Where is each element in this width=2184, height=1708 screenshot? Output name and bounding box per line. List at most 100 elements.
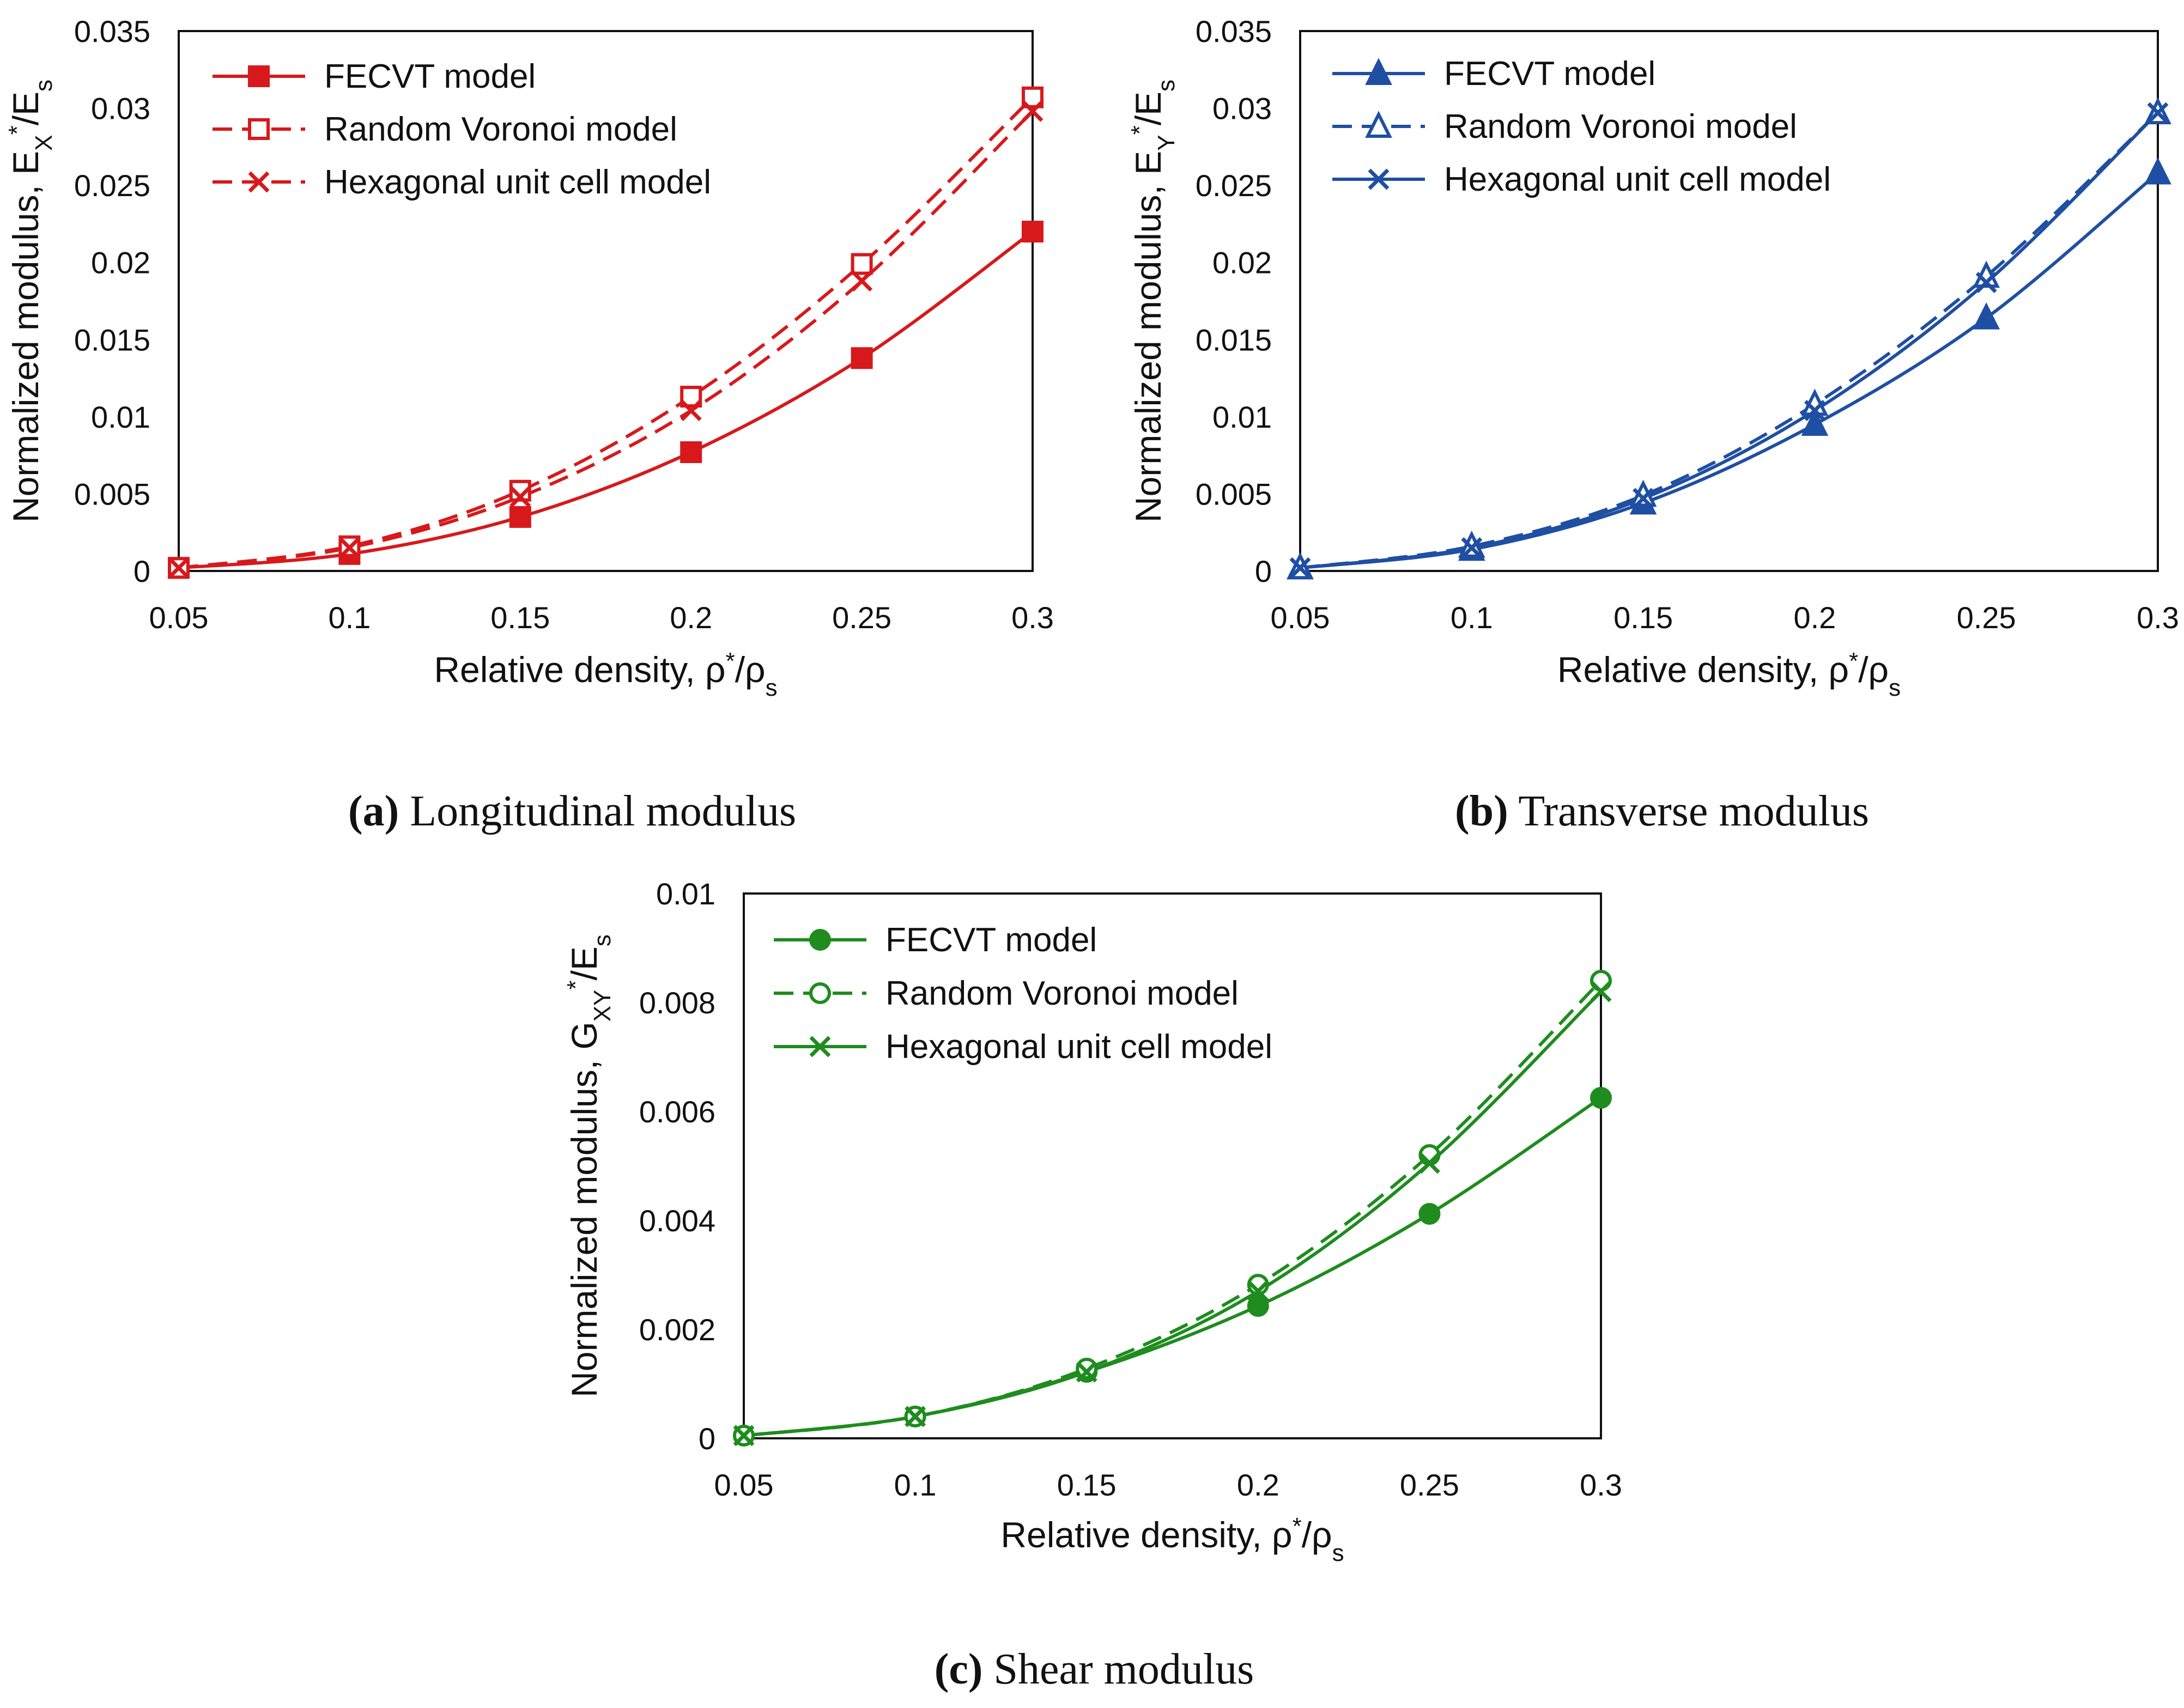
data-point bbox=[2147, 102, 2169, 124]
label-part: Normalized modulus, G bbox=[564, 1022, 604, 1397]
data-point bbox=[1022, 100, 1044, 122]
chart-b: 0.05 0.1 0.15 0.2 0.25 0.3 0 0.005 0.01 0.015 0.02… bbox=[1126, 14, 2179, 835]
legend-marker bbox=[809, 929, 831, 951]
series-line-2 bbox=[1300, 111, 2159, 570]
data-point bbox=[680, 400, 702, 422]
legend-label: Random Voronoi model bbox=[885, 975, 1239, 1012]
x-tick-label: 0.15 bbox=[1057, 1468, 1117, 1502]
y-axis-title: Normalized modulus, EY*/Es bbox=[1126, 80, 1180, 522]
y-tick-label: 0.02 bbox=[91, 246, 150, 280]
y-tick-label: 0.025 bbox=[1196, 168, 1272, 203]
x-tick-label: 0.1 bbox=[328, 600, 371, 635]
legend-marker bbox=[1368, 168, 1390, 190]
label-part: Y bbox=[1153, 135, 1180, 150]
plot-frame bbox=[743, 892, 1602, 1439]
label-part: s bbox=[31, 80, 57, 92]
x-axis-title: Relative density, ρ*/ρs bbox=[1557, 648, 1901, 701]
x-tick-label: 0.3 bbox=[1011, 600, 1054, 635]
y-tick-label: 0.03 bbox=[91, 92, 150, 126]
y-tick-label: 0.005 bbox=[1196, 477, 1272, 511]
legend-marker bbox=[809, 1036, 831, 1057]
label-part: * bbox=[562, 980, 589, 989]
x-tick-label: 0.25 bbox=[1957, 600, 2016, 635]
x-tick-label: 0.2 bbox=[670, 600, 712, 635]
label-part: * bbox=[726, 648, 735, 674]
x-tick-label: 0.05 bbox=[714, 1468, 774, 1502]
data-point bbox=[680, 441, 702, 463]
x-tick-label: 0.05 bbox=[149, 600, 209, 635]
series-markers-1 bbox=[168, 86, 1044, 579]
legend-label: FECVT model bbox=[1444, 55, 1655, 93]
data-point bbox=[1801, 409, 1829, 436]
y-tick-label: 0.01 bbox=[91, 400, 150, 434]
data-point bbox=[1418, 1152, 1440, 1174]
legend-marker bbox=[1365, 58, 1392, 85]
y-tick-label: 0.002 bbox=[639, 1312, 715, 1347]
data-point bbox=[1590, 981, 1612, 1002]
data-point bbox=[1804, 400, 1825, 422]
x-tick-label: 0.2 bbox=[1237, 1468, 1279, 1502]
legend-label: Hexagonal unit cell model bbox=[885, 1028, 1272, 1066]
x-tick-label: 0.1 bbox=[894, 1468, 937, 1502]
label-part: (a) bbox=[348, 787, 399, 835]
legend-label: Hexagonal unit cell model bbox=[324, 163, 711, 201]
data-point bbox=[338, 537, 360, 559]
data-point bbox=[1590, 1087, 1612, 1109]
series-line-0 bbox=[178, 230, 1034, 570]
y-tick-label: 0.015 bbox=[74, 323, 150, 357]
x-tick-label: 0.3 bbox=[1580, 1468, 1622, 1502]
data-point bbox=[733, 1425, 755, 1446]
series-markers-2 bbox=[733, 981, 1612, 1446]
y-axis-title: Normalized modulus, GXY*/Es bbox=[562, 934, 616, 1397]
plot-frame bbox=[178, 30, 1034, 572]
y-tick-label: 0.02 bbox=[1212, 246, 1272, 280]
plot-frame bbox=[1299, 30, 2159, 572]
series-markers-2 bbox=[1289, 102, 2169, 579]
data-point bbox=[2144, 157, 2171, 185]
y-tick-label: 0.025 bbox=[74, 168, 150, 203]
data-point bbox=[509, 486, 531, 508]
y-tick-label: 0.005 bbox=[74, 477, 150, 511]
data-point bbox=[851, 270, 873, 292]
data-point bbox=[168, 557, 190, 579]
x-tick-label: 0.2 bbox=[1793, 600, 1836, 635]
y-tick-label: 0 bbox=[699, 1421, 715, 1456]
legend-label: FECVT model bbox=[885, 921, 1097, 959]
y-tick-label: 0.008 bbox=[639, 986, 715, 1020]
label-part: /ρ bbox=[735, 649, 766, 690]
y-tick-label: 0.03 bbox=[1212, 92, 1272, 126]
data-point bbox=[851, 347, 873, 369]
legend-label: Random Voronoi model bbox=[1444, 108, 1797, 145]
x-tick-label: 0.1 bbox=[1451, 600, 1493, 635]
label-part: Shear modulus bbox=[994, 1645, 1254, 1693]
chart-a: 0.05 0.1 0.15 0.2 0.25 0.3 0 0.005 0.01 0.015 0.02… bbox=[4, 14, 1054, 835]
label-part: s bbox=[766, 674, 778, 701]
data-point bbox=[1247, 1295, 1269, 1317]
label-part: (b) bbox=[1455, 787, 1508, 835]
panel-caption: (c) Shear modulus bbox=[935, 1645, 1254, 1693]
label-part: Normalized modulus, E bbox=[5, 151, 46, 522]
data-point bbox=[1022, 221, 1044, 243]
label-part: /ρ bbox=[1302, 1515, 1332, 1555]
series-line-0 bbox=[1300, 172, 2159, 570]
label-part: /ρ bbox=[1858, 649, 1889, 690]
label-part: /E bbox=[564, 946, 604, 980]
label-part: Relative density, ρ bbox=[1557, 649, 1849, 690]
legend-marker bbox=[248, 118, 270, 140]
y-tick-label: 0.035 bbox=[1196, 14, 1272, 48]
series-markers-0 bbox=[1287, 157, 2171, 580]
label-part: s bbox=[589, 934, 616, 946]
data-point bbox=[1076, 1361, 1097, 1383]
legend-marker bbox=[248, 65, 270, 87]
panel-caption: (b) Transverse modulus bbox=[1455, 787, 1869, 835]
series-markers-2 bbox=[168, 100, 1044, 579]
label-part bbox=[1508, 787, 1519, 835]
label-part: /E bbox=[1128, 92, 1168, 125]
x-axis-title: Relative density, ρ*/ρs bbox=[1000, 1513, 1344, 1566]
x-axis-title: Relative density, ρ*/ρs bbox=[434, 648, 777, 701]
y-tick-label: 0.01 bbox=[1212, 400, 1272, 434]
label-part: X bbox=[31, 135, 57, 150]
x-tick-label: 0.05 bbox=[1271, 600, 1330, 635]
label-part: XY bbox=[589, 990, 616, 1022]
data-point bbox=[1418, 1203, 1441, 1225]
